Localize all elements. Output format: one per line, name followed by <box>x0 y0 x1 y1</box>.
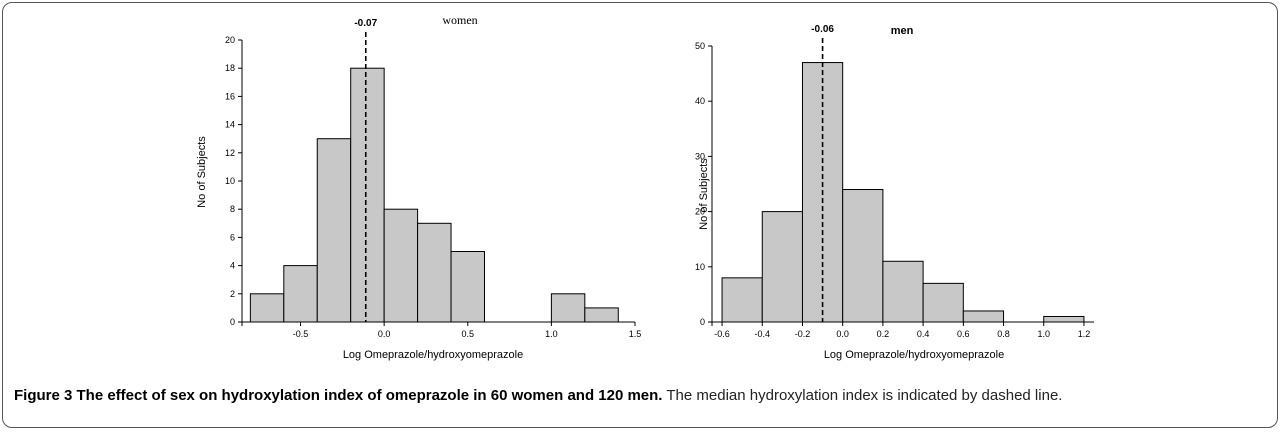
women-y-tick-label: 2 <box>230 289 235 299</box>
women-x-ticks: -0.5 0.0 0.5 1.0 1.5 <box>293 322 641 339</box>
women-x-tick-label: 0.5 <box>462 329 475 339</box>
women-y-tick-label: 20 <box>225 35 235 45</box>
women-y-tick-label: 0 <box>230 317 235 327</box>
women-bars <box>249 67 619 323</box>
men-y-tick-label: 40 <box>695 96 705 106</box>
women-bar <box>350 67 385 323</box>
women-bar <box>249 293 285 323</box>
women-y-tick-label: 8 <box>230 204 235 214</box>
women-bar <box>550 293 586 323</box>
women-y-tick-label: 4 <box>230 261 235 271</box>
men-x-tick-label: -0.6 <box>714 329 730 339</box>
men-x-tick-label: 0.0 <box>836 329 849 339</box>
women-axes <box>238 40 635 326</box>
figure-caption: Figure 3 The effect of sex on hydroxylat… <box>14 386 1268 406</box>
women-y-tick-label: 18 <box>225 63 235 73</box>
men-x-tick-label: 0.4 <box>917 329 930 339</box>
caption-bold-title: Figure 3 The effect of sex on hydroxylat… <box>14 387 663 404</box>
men-chart-title: men <box>891 25 914 37</box>
men-y-axis-label: No of Subjects <box>698 158 710 230</box>
women-bar <box>450 251 485 323</box>
men-x-ticks: -0.6 -0.4 -0.2 0.0 0.2 0.4 0.6 0.8 1.0 1.2 <box>714 322 1090 339</box>
women-x-tick-label: 1.5 <box>629 329 642 339</box>
men-x-tick-label: -0.2 <box>795 329 811 339</box>
women-bar <box>584 307 619 323</box>
women-y-tick-label: 10 <box>225 176 235 186</box>
men-bars <box>721 62 1085 323</box>
men-x-tick-label: -0.4 <box>755 329 771 339</box>
men-y-tick-label: 10 <box>695 262 705 272</box>
women-x-tick-label: 0.0 <box>378 329 391 339</box>
women-y-tick-label: 12 <box>225 148 235 158</box>
women-bar <box>417 222 452 323</box>
women-y-tick-label: 16 <box>225 91 235 101</box>
men-bar <box>761 211 803 323</box>
men-bar <box>842 189 884 323</box>
men-x-tick-label: 1.0 <box>1037 329 1050 339</box>
women-bar <box>316 138 352 323</box>
men-y-tick-label: 30 <box>695 151 705 161</box>
women-bar <box>283 265 318 323</box>
men-median-label: -0.06 <box>811 24 834 35</box>
caption-text: The median hydroxylation index is indica… <box>662 387 1063 404</box>
men-x-tick-label: 0.8 <box>997 329 1010 339</box>
men-y-tick-label: 0 <box>700 317 705 327</box>
women-x-tick-label: -0.5 <box>293 329 309 339</box>
women-y-ticks: 0 2 4 6 8 10 12 14 16 18 20 <box>225 35 242 327</box>
men-y-tick-label: 50 <box>695 41 705 51</box>
men-axes <box>708 46 1094 326</box>
men-histogram: men No of Subjects Log Omeprazole/hydrox… <box>695 24 1094 361</box>
women-chart-title: women <box>442 13 477 27</box>
women-y-axis-label: No of Subjects <box>196 136 208 208</box>
men-y-tick-label: 20 <box>695 207 705 217</box>
men-x-tick-label: 0.6 <box>957 329 970 339</box>
men-x-tick-label: 1.2 <box>1078 329 1091 339</box>
men-bar <box>1043 315 1085 323</box>
women-median-label: -0.07 <box>354 18 377 29</box>
men-bar <box>962 310 1005 323</box>
women-x-tick-label: 1.0 <box>545 329 558 339</box>
women-bar <box>383 208 419 323</box>
men-bar <box>882 260 924 323</box>
women-histogram: women No of Subjects Log Omeprazole/hydr… <box>196 13 641 361</box>
men-bar <box>922 282 964 323</box>
men-x-axis-label: Log Omeprazole/hydroxyomeprazole <box>824 349 1004 361</box>
men-x-tick-label: 0.2 <box>877 329 890 339</box>
women-y-tick-label: 6 <box>230 232 235 242</box>
men-y-ticks: 0 10 20 30 40 50 <box>695 41 712 327</box>
men-bar <box>721 277 763 323</box>
women-x-axis-label: Log Omeprazole/hydroxyomeprazole <box>343 349 523 361</box>
women-y-tick-label: 14 <box>225 120 235 130</box>
